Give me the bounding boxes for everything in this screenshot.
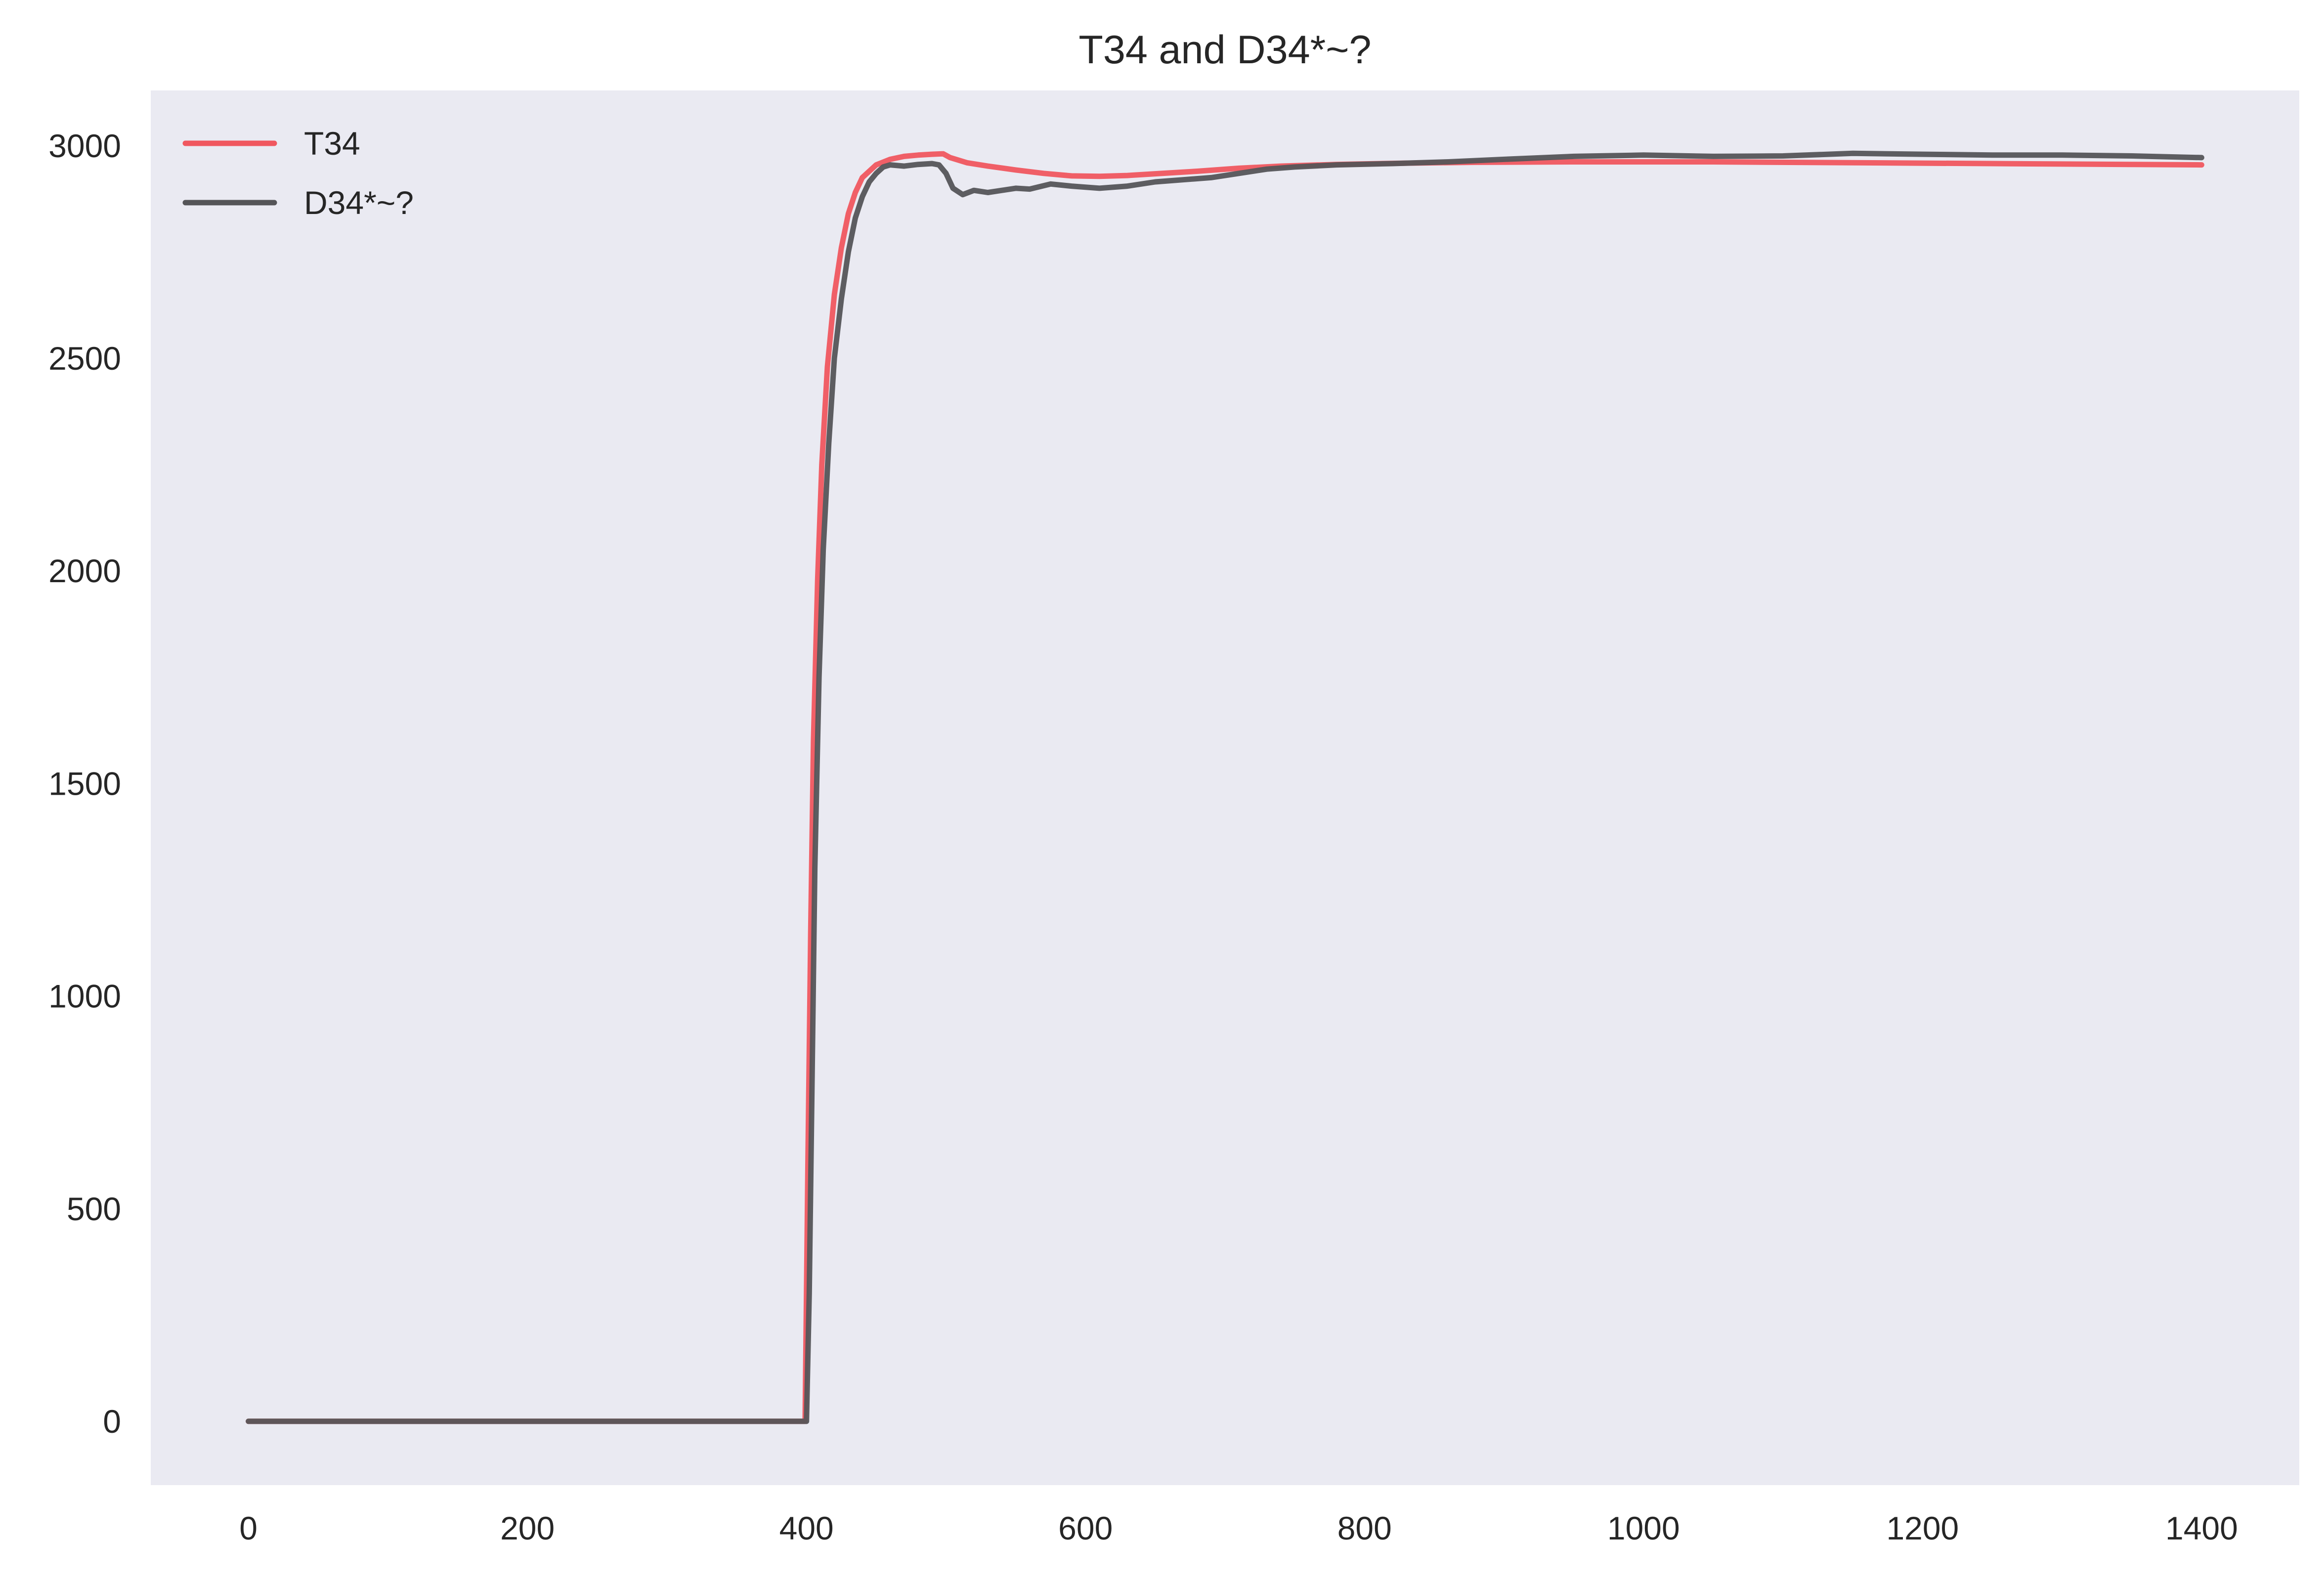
x-tick-label: 200 [500, 1510, 555, 1546]
x-tick-label: 1000 [1607, 1510, 1680, 1546]
legend-label: T34 [304, 125, 360, 162]
x-tick-label: 600 [1058, 1510, 1113, 1546]
x-tick-label: 400 [779, 1510, 834, 1546]
series-line-d34 [246, 150, 2204, 1424]
y-tick-label: 2500 [48, 340, 121, 377]
y-tick-label: 3000 [48, 128, 121, 164]
x-tick-label: 0 [239, 1510, 258, 1546]
x-tick-label: 800 [1337, 1510, 1392, 1546]
chart-title: T34 and D34*~? [1078, 28, 1371, 72]
y-tick-label: 0 [103, 1403, 121, 1440]
series-layer [246, 150, 2204, 1424]
legend-label: D34*~? [304, 184, 414, 221]
y-tick-label: 1500 [48, 765, 121, 802]
x-axis: 0 200 400 600 800 1000 1200 1400 [239, 1510, 2238, 1546]
y-tick-label: 500 [67, 1191, 121, 1227]
plot-area [151, 90, 2299, 1485]
x-tick-label: 1200 [1886, 1510, 1959, 1546]
y-axis: 0 500 1000 1500 2000 2500 3000 [48, 128, 121, 1440]
legend: T34 D34*~? [182, 125, 414, 221]
y-tick-label: 1000 [48, 978, 121, 1015]
y-tick-label: 2000 [48, 553, 121, 589]
x-tick-label: 1400 [2165, 1510, 2238, 1546]
